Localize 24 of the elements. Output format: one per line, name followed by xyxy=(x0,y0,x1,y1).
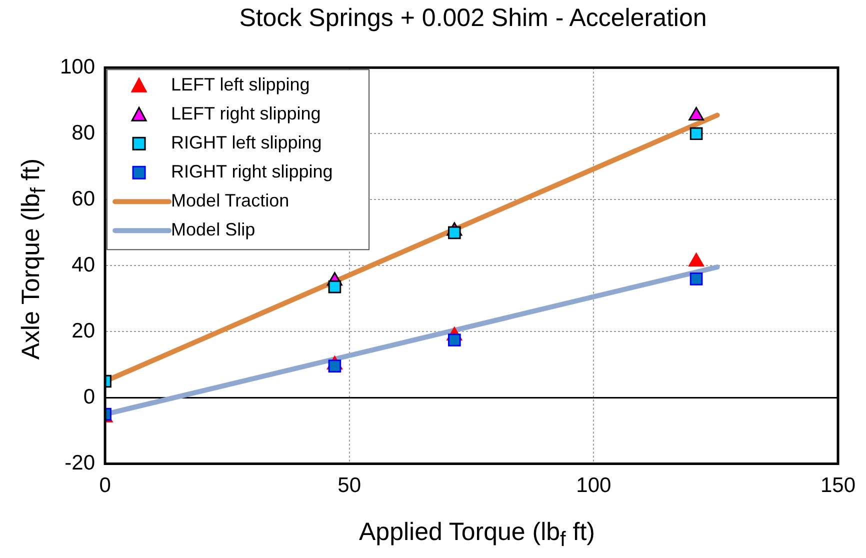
x-tick-label: 0 xyxy=(99,474,111,498)
point xyxy=(690,127,703,140)
point xyxy=(448,334,461,346)
legend-label: Model Traction xyxy=(171,190,290,211)
legend-label: LEFT right slipping xyxy=(171,104,321,124)
x-axis-title: Applied Torque (lb$_{f}$ ft) xyxy=(358,518,596,552)
y-tick-label: -20 xyxy=(64,452,96,475)
y-tick-label: 0 xyxy=(83,386,96,409)
x-tick-label: 150 xyxy=(820,474,856,498)
y-tick-label: 20 xyxy=(72,320,96,343)
y-tick-label: 40 xyxy=(72,253,96,276)
x-tick-label: 50 xyxy=(338,474,362,498)
chart-title: Stock Springs + 0.002 Shim - Acceleration xyxy=(238,4,708,33)
legend-label: RIGHT left slipping xyxy=(171,132,322,153)
x-tick-label: 100 xyxy=(576,474,612,498)
point xyxy=(328,360,342,372)
y-tick-label: 80 xyxy=(72,121,96,144)
y-tick-label: 60 xyxy=(72,187,96,210)
legend-label: RIGHT right slipping xyxy=(171,162,333,182)
point xyxy=(328,280,342,294)
y-tick-label: 100 xyxy=(60,55,96,78)
legend-label: LEFT left slipping xyxy=(171,74,310,95)
point xyxy=(690,272,703,286)
legend-label: Model Slip xyxy=(171,220,256,240)
